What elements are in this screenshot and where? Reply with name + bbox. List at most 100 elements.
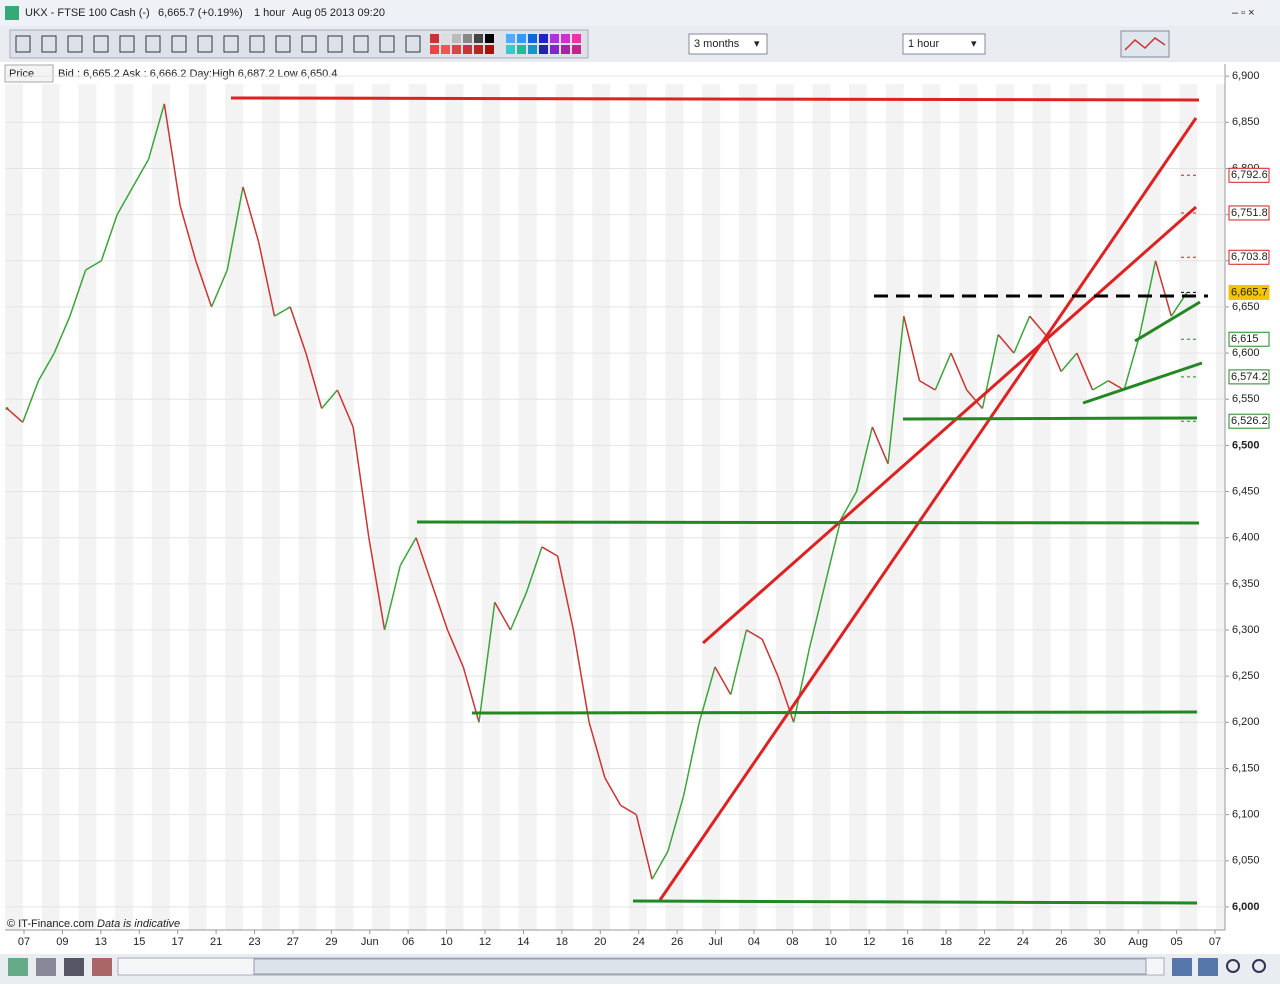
x-tick-label: 07 xyxy=(1209,936,1221,948)
price-marker-box xyxy=(1228,413,1270,429)
tool-button[interactable] xyxy=(36,958,56,976)
x-axis xyxy=(0,930,1280,954)
dropdown-arrow: ▾ xyxy=(754,38,760,50)
symbol: UKX - FTSE 100 Cash (-) xyxy=(25,7,150,19)
price-segment xyxy=(53,315,71,354)
x-tick-label: 18 xyxy=(556,936,568,948)
zoom-in[interactable] xyxy=(1252,959,1266,973)
price-segment xyxy=(667,795,685,852)
zoom-out[interactable] xyxy=(1226,959,1240,973)
y-tick-label: 6,550 xyxy=(1232,393,1260,405)
price-marker-label: 6,665.7 xyxy=(1231,286,1268,298)
price-segment xyxy=(1060,352,1078,373)
price-segment xyxy=(1044,334,1062,372)
price-segment xyxy=(289,306,307,354)
price-marker-label: 6,526.2 xyxy=(1231,415,1268,427)
y-tick-label: 6,300 xyxy=(1232,624,1260,636)
price-segment xyxy=(6,407,24,423)
quote: 6,665.7 (+0.19%) xyxy=(158,7,243,19)
y-tick-label: 6,350 xyxy=(1232,578,1260,590)
price-segment xyxy=(100,214,118,262)
window-controls[interactable]: – ▫ × xyxy=(1232,7,1255,19)
y-tick-label: 6,850 xyxy=(1232,116,1260,128)
price-segment xyxy=(934,352,952,391)
price-segment xyxy=(903,315,921,381)
x-tick-label: Jun xyxy=(361,936,379,948)
tool-button[interactable] xyxy=(64,958,84,976)
price-segment xyxy=(981,334,999,409)
price-segment xyxy=(871,426,889,465)
price-segment xyxy=(305,352,323,409)
price-segment xyxy=(855,426,874,492)
dropdown-arrow: ▾ xyxy=(971,38,977,50)
color-swatches[interactable] xyxy=(430,34,581,54)
x-tick-label: 21 xyxy=(210,936,222,948)
price-marker-box xyxy=(1228,284,1270,300)
price-segment xyxy=(242,186,260,243)
x-tick-label: 08 xyxy=(786,936,798,948)
price-segment xyxy=(730,629,748,695)
scroll-thumb[interactable] xyxy=(253,958,1147,975)
x-tick-label: 26 xyxy=(671,936,683,948)
price-segment xyxy=(1013,315,1031,354)
price-segment xyxy=(1154,260,1172,317)
x-tick-label: 20 xyxy=(594,936,606,948)
y-tick-label: 6,400 xyxy=(1232,532,1260,544)
indicator-icon xyxy=(1124,37,1166,51)
time-stripes xyxy=(5,84,1225,930)
price-segment xyxy=(399,537,417,566)
tool-icons[interactable] xyxy=(15,35,421,53)
price-segment xyxy=(69,269,87,317)
price-segment xyxy=(714,666,732,695)
price-marker-label: 6,703.8 xyxy=(1231,251,1268,263)
x-tick-label: 15 xyxy=(133,936,145,948)
title-bar xyxy=(0,0,1280,26)
indicator-button[interactable] xyxy=(1120,30,1170,58)
x-tick-label: Jul xyxy=(709,936,723,948)
price-button[interactable] xyxy=(4,64,54,83)
price-segment xyxy=(368,537,386,631)
x-tick-label: 04 xyxy=(748,936,760,948)
price-marker-label: 6,615 xyxy=(1231,333,1259,345)
price-segment xyxy=(635,814,653,880)
tool-button[interactable] xyxy=(8,958,28,976)
time: Aug 05 2013 09:20 xyxy=(292,7,385,19)
x-tick-label: 10 xyxy=(825,936,837,948)
tool-button[interactable] xyxy=(92,958,112,976)
x-tick-label: 16 xyxy=(902,936,914,948)
x-tick-label: 26 xyxy=(1055,936,1067,948)
y-tick-label: 6,250 xyxy=(1232,670,1260,682)
price-segment xyxy=(116,186,134,215)
price-segment xyxy=(1076,352,1094,391)
price-segment xyxy=(792,648,811,723)
price-segment xyxy=(556,555,575,631)
price-segment xyxy=(588,722,606,778)
price-segment xyxy=(179,205,197,261)
x-tick-label: 23 xyxy=(248,936,260,948)
y-tick-label: 6,150 xyxy=(1232,762,1260,774)
info-bar xyxy=(5,64,335,83)
x-tick-label: 30 xyxy=(1094,936,1106,948)
period-select[interactable] xyxy=(688,33,768,55)
tool-button[interactable] xyxy=(1172,958,1192,976)
price-segment xyxy=(1107,380,1125,391)
price-segment xyxy=(808,583,826,649)
price-label: Price xyxy=(9,68,34,80)
price-segment xyxy=(746,629,763,640)
price-segment xyxy=(950,352,968,391)
x-tick-label: 06 xyxy=(402,936,414,948)
y-tick-label: 6,900 xyxy=(1232,70,1260,82)
x-tick-label: 18 xyxy=(940,936,952,948)
price-segment xyxy=(682,722,701,797)
price-segment xyxy=(37,352,55,382)
data-note: Data is indicative xyxy=(97,918,180,930)
y-tick-label: 6,200 xyxy=(1232,716,1260,728)
price-segment xyxy=(887,316,905,464)
drawings xyxy=(230,96,1208,905)
interval-select[interactable] xyxy=(902,33,986,55)
x-tick-label: 14 xyxy=(517,936,529,948)
tool-button[interactable] xyxy=(1198,958,1218,976)
price-marker-label: 6,792.6 xyxy=(1231,169,1268,181)
app-icon xyxy=(5,6,19,20)
